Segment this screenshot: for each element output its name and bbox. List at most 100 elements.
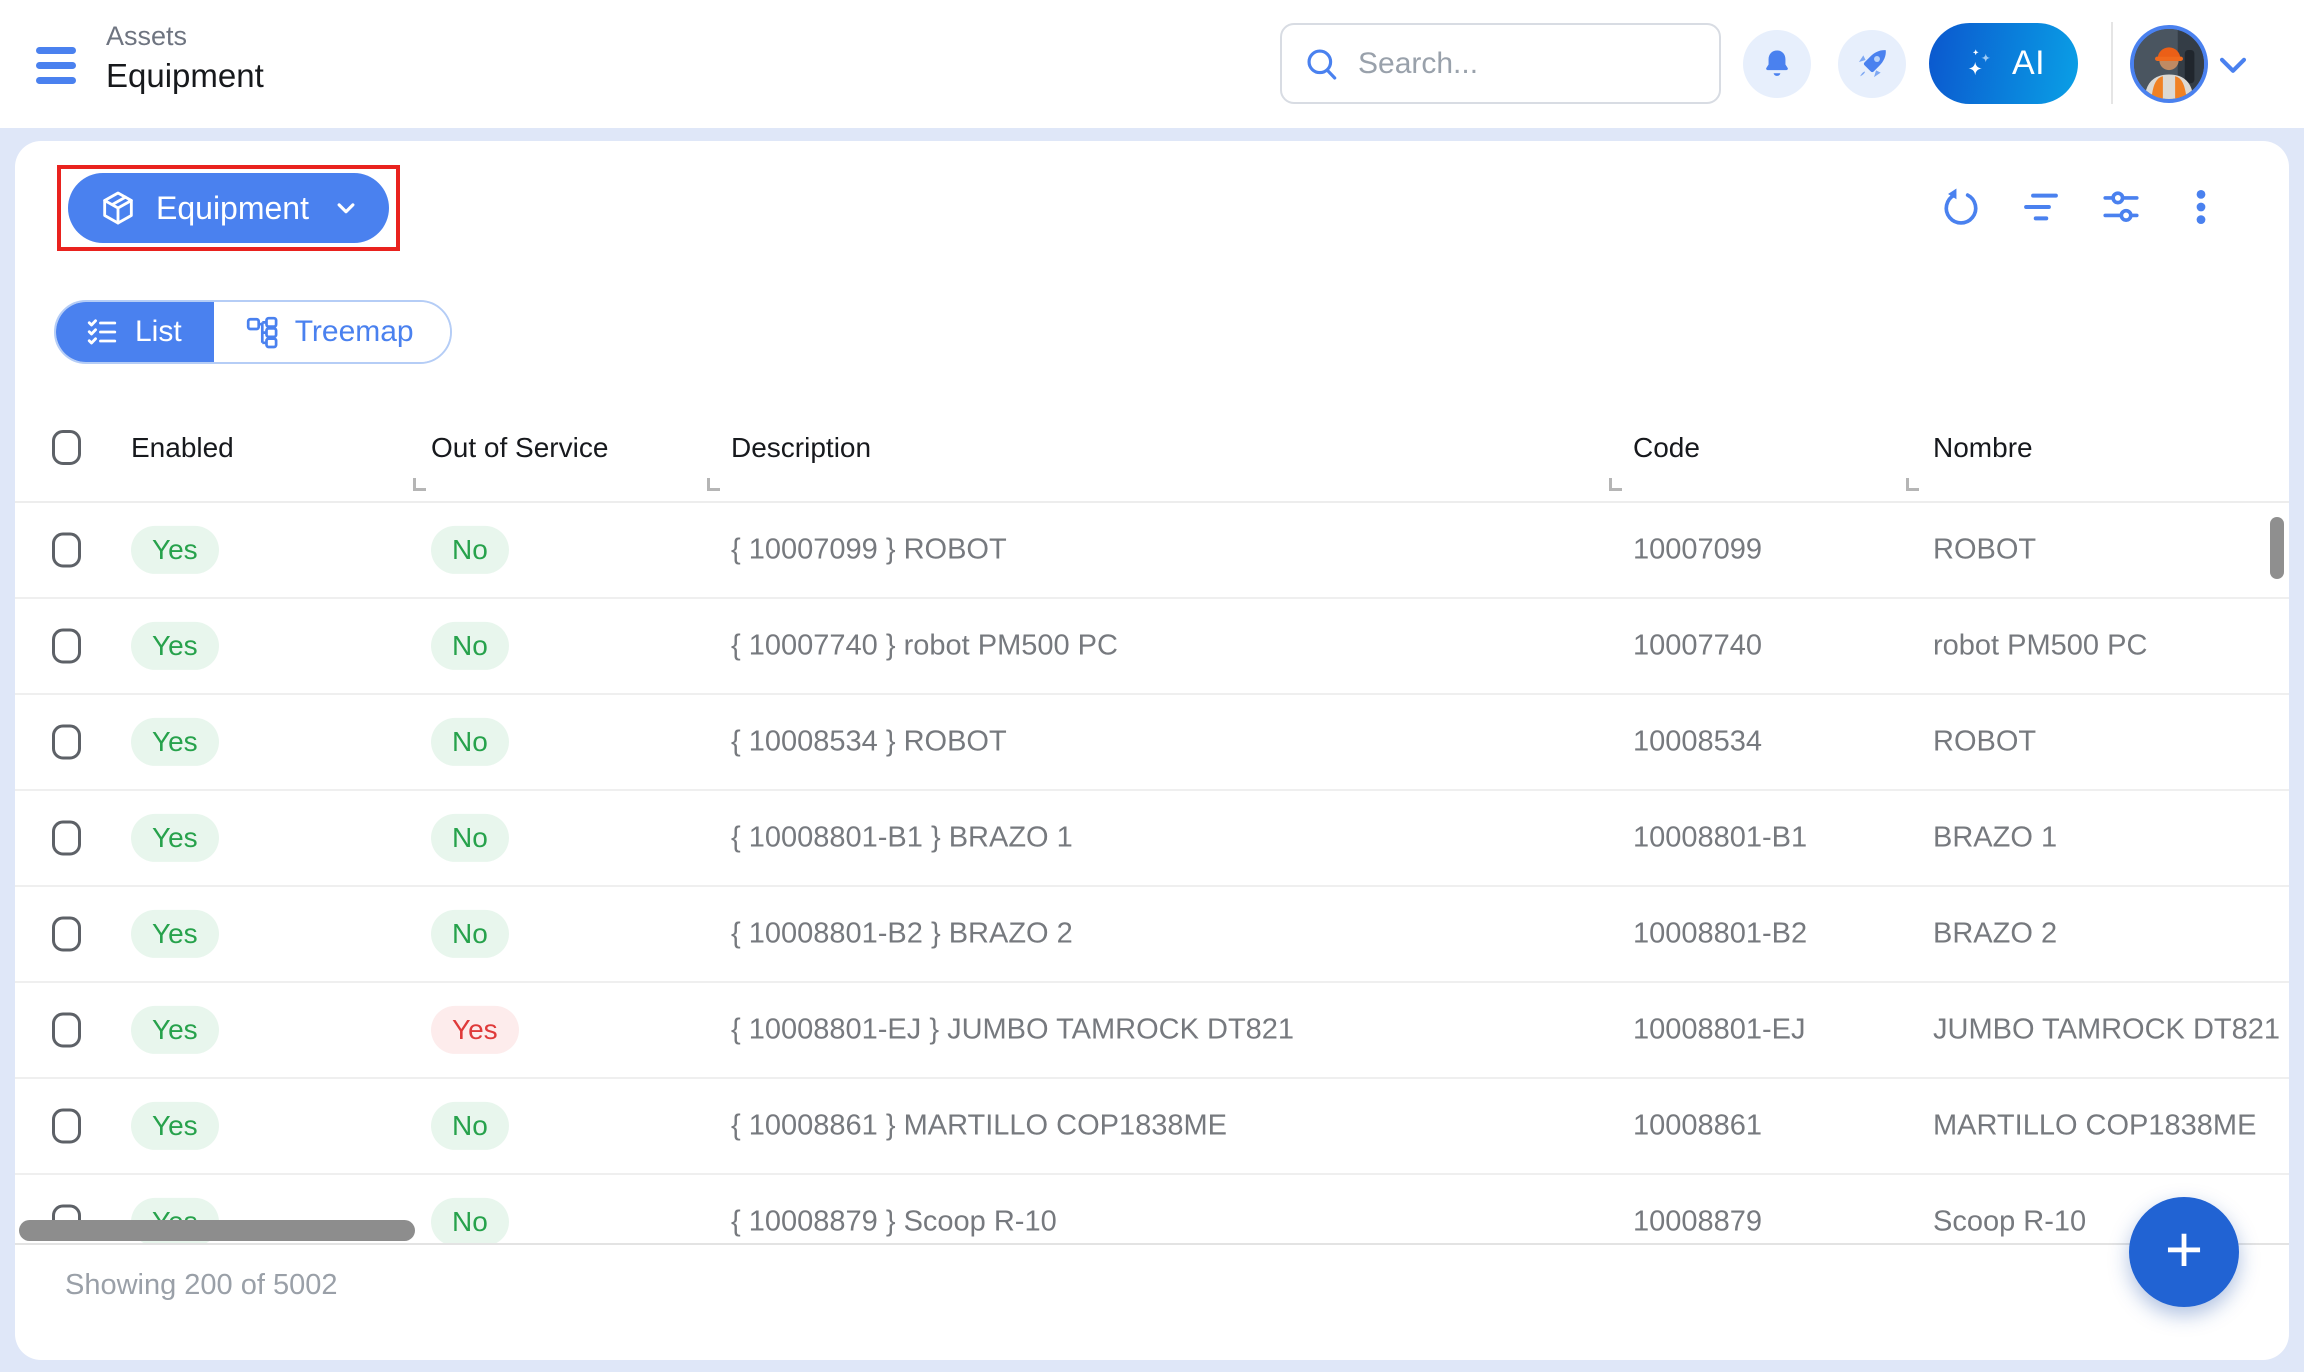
sliders-icon bbox=[2103, 191, 2139, 222]
table-row[interactable]: Yes No { 10008801-B1 } BRAZO 1 10008801-… bbox=[15, 791, 2289, 887]
enabled-badge: Yes bbox=[131, 813, 219, 863]
search-input[interactable] bbox=[1356, 27, 1700, 100]
column-resize-handle[interactable] bbox=[413, 478, 426, 491]
column-header-nombre[interactable]: Nombre bbox=[1933, 432, 2033, 463]
description-cell: { 10008861 } MARTILLO COP1838ME bbox=[731, 1109, 1227, 1142]
treemap-icon bbox=[246, 316, 278, 349]
column-resize-handle[interactable] bbox=[707, 478, 720, 491]
row-checkbox[interactable] bbox=[52, 628, 81, 664]
column-header-enabled[interactable]: Enabled bbox=[131, 432, 234, 463]
nombre-cell: MARTILLO COP1838ME bbox=[1933, 1109, 2257, 1142]
notifications-button[interactable] bbox=[1743, 30, 1811, 98]
topbar-divider bbox=[2111, 22, 2113, 104]
row-checkbox[interactable] bbox=[52, 724, 81, 760]
row-checkbox[interactable] bbox=[52, 820, 81, 856]
showing-count: Showing 200 of 5002 bbox=[65, 1269, 338, 1301]
avatar[interactable] bbox=[2130, 25, 2208, 103]
table-row[interactable]: Yes No { 10007099 } ROBOT 10007099 ROBOT bbox=[15, 503, 2289, 599]
table-row[interactable]: Yes Yes { 10008801-EJ } JUMBO TAMROCK DT… bbox=[15, 983, 2289, 1079]
search-icon bbox=[1307, 49, 1337, 80]
entity-selector-button[interactable]: Equipment bbox=[68, 173, 389, 243]
horizontal-scrollbar[interactable] bbox=[19, 1220, 415, 1241]
code-cell: 10008801-EJ bbox=[1633, 1013, 1806, 1046]
description-cell: { 10008534 } ROBOT bbox=[731, 725, 1007, 758]
tab-list-label: List bbox=[135, 315, 182, 348]
row-checkbox[interactable] bbox=[52, 916, 81, 952]
table-row[interactable]: Yes No { 10008534 } ROBOT 10008534 ROBOT bbox=[15, 695, 2289, 791]
bell-icon bbox=[1766, 50, 1788, 76]
table-toolbar bbox=[1937, 183, 2225, 231]
filter-icon bbox=[2024, 193, 2058, 221]
checklist-icon bbox=[87, 319, 117, 345]
description-cell: { 10008801-EJ } JUMBO TAMROCK DT821 bbox=[731, 1013, 1295, 1046]
row-checkbox[interactable] bbox=[52, 532, 81, 568]
description-cell: { 10007099 } ROBOT bbox=[731, 533, 1007, 566]
chevron-down-icon bbox=[2219, 57, 2247, 73]
user-menu-chevron[interactable] bbox=[2216, 55, 2250, 82]
refresh-icon bbox=[1944, 188, 1978, 225]
refresh-button[interactable] bbox=[1937, 183, 1985, 231]
add-button[interactable]: + bbox=[2129, 1197, 2239, 1307]
nombre-cell: ROBOT bbox=[1933, 533, 2037, 566]
enabled-badge: Yes bbox=[131, 909, 219, 959]
column-settings-button[interactable] bbox=[2097, 183, 2145, 231]
row-checkbox[interactable] bbox=[52, 1012, 81, 1048]
code-cell: 10008801-B2 bbox=[1633, 917, 1808, 950]
code-cell: 10007099 bbox=[1633, 533, 1763, 566]
code-cell: 10007740 bbox=[1633, 629, 1763, 662]
table-row[interactable]: Yes No { 10008801-B2 } BRAZO 2 10008801-… bbox=[15, 887, 2289, 983]
out-of-service-badge: No bbox=[431, 909, 509, 959]
ai-label: AI bbox=[2011, 44, 2046, 82]
row-checkbox[interactable] bbox=[52, 1108, 81, 1144]
breadcrumb-label: Assets bbox=[106, 21, 188, 51]
package-icon bbox=[103, 191, 133, 225]
nombre-cell: BRAZO 2 bbox=[1933, 917, 2058, 950]
menu-icon[interactable] bbox=[36, 47, 78, 85]
nombre-cell: ROBOT bbox=[1933, 725, 2037, 758]
vertical-scrollbar[interactable] bbox=[2270, 517, 2284, 579]
description-cell: { 10008879 } Scoop R-10 bbox=[731, 1205, 1057, 1238]
description-cell: { 10008801-B2 } BRAZO 2 bbox=[731, 917, 1073, 950]
out-of-service-badge: Yes bbox=[431, 1005, 519, 1055]
search-box[interactable] bbox=[1280, 23, 1721, 104]
content-card: Equipment bbox=[15, 141, 2289, 1360]
column-resize-handle[interactable] bbox=[1906, 478, 1919, 491]
enabled-badge: Yes bbox=[131, 525, 219, 575]
description-cell: { 10008801-B1 } BRAZO 1 bbox=[731, 821, 1073, 854]
nombre-cell: JUMBO TAMROCK DT821 bbox=[1933, 1013, 2280, 1046]
tab-list[interactable]: List bbox=[56, 302, 214, 362]
code-cell: 10008801-B1 bbox=[1633, 821, 1808, 854]
column-header-description[interactable]: Description bbox=[731, 432, 872, 463]
entity-label: Equipment bbox=[156, 189, 309, 226]
enabled-badge: Yes bbox=[131, 621, 219, 671]
kebab-icon bbox=[2196, 190, 2206, 224]
enabled-badge: Yes bbox=[131, 717, 219, 767]
worker-photo bbox=[2134, 29, 2204, 99]
description-cell: { 10007740 } robot PM500 PC bbox=[731, 629, 1118, 662]
out-of-service-badge: No bbox=[431, 717, 509, 767]
nombre-cell: robot PM500 PC bbox=[1933, 629, 2148, 662]
table-header: Enabled Out of Service Description Code … bbox=[15, 400, 2289, 501]
topbar: Assets Equipment AI bbox=[0, 0, 2304, 128]
ai-button[interactable]: AI bbox=[1929, 23, 2078, 104]
table-row[interactable]: Yes No { 10008861 } MARTILLO COP1838ME 1… bbox=[15, 1079, 2289, 1175]
table-body: Yes No { 10007099 } ROBOT 10007099 ROBOT… bbox=[15, 501, 2289, 1245]
plus-icon: + bbox=[2164, 1212, 2204, 1286]
code-cell: 10008879 bbox=[1633, 1205, 1763, 1238]
column-resize-handle[interactable] bbox=[1609, 478, 1622, 491]
out-of-service-badge: No bbox=[431, 621, 509, 671]
view-toggle: List Treemap bbox=[54, 300, 452, 364]
table-bottom-border bbox=[15, 1243, 2289, 1245]
nombre-cell: Scoop R-10 bbox=[1933, 1205, 2087, 1238]
select-all-checkbox[interactable] bbox=[52, 430, 81, 465]
tab-treemap[interactable]: Treemap bbox=[213, 302, 450, 362]
table-row[interactable]: Yes No { 10007740 } robot PM500 PC 10007… bbox=[15, 599, 2289, 695]
column-header-code[interactable]: Code bbox=[1633, 432, 1700, 463]
chevron-down-icon bbox=[331, 193, 361, 223]
column-header-out-of-service[interactable]: Out of Service bbox=[431, 432, 609, 463]
filter-button[interactable] bbox=[2017, 183, 2065, 231]
enabled-badge: Yes bbox=[131, 1101, 219, 1151]
tab-treemap-label: Treemap bbox=[294, 315, 414, 348]
more-options-button[interactable] bbox=[2177, 183, 2225, 231]
announcements-button[interactable] bbox=[1838, 30, 1906, 98]
